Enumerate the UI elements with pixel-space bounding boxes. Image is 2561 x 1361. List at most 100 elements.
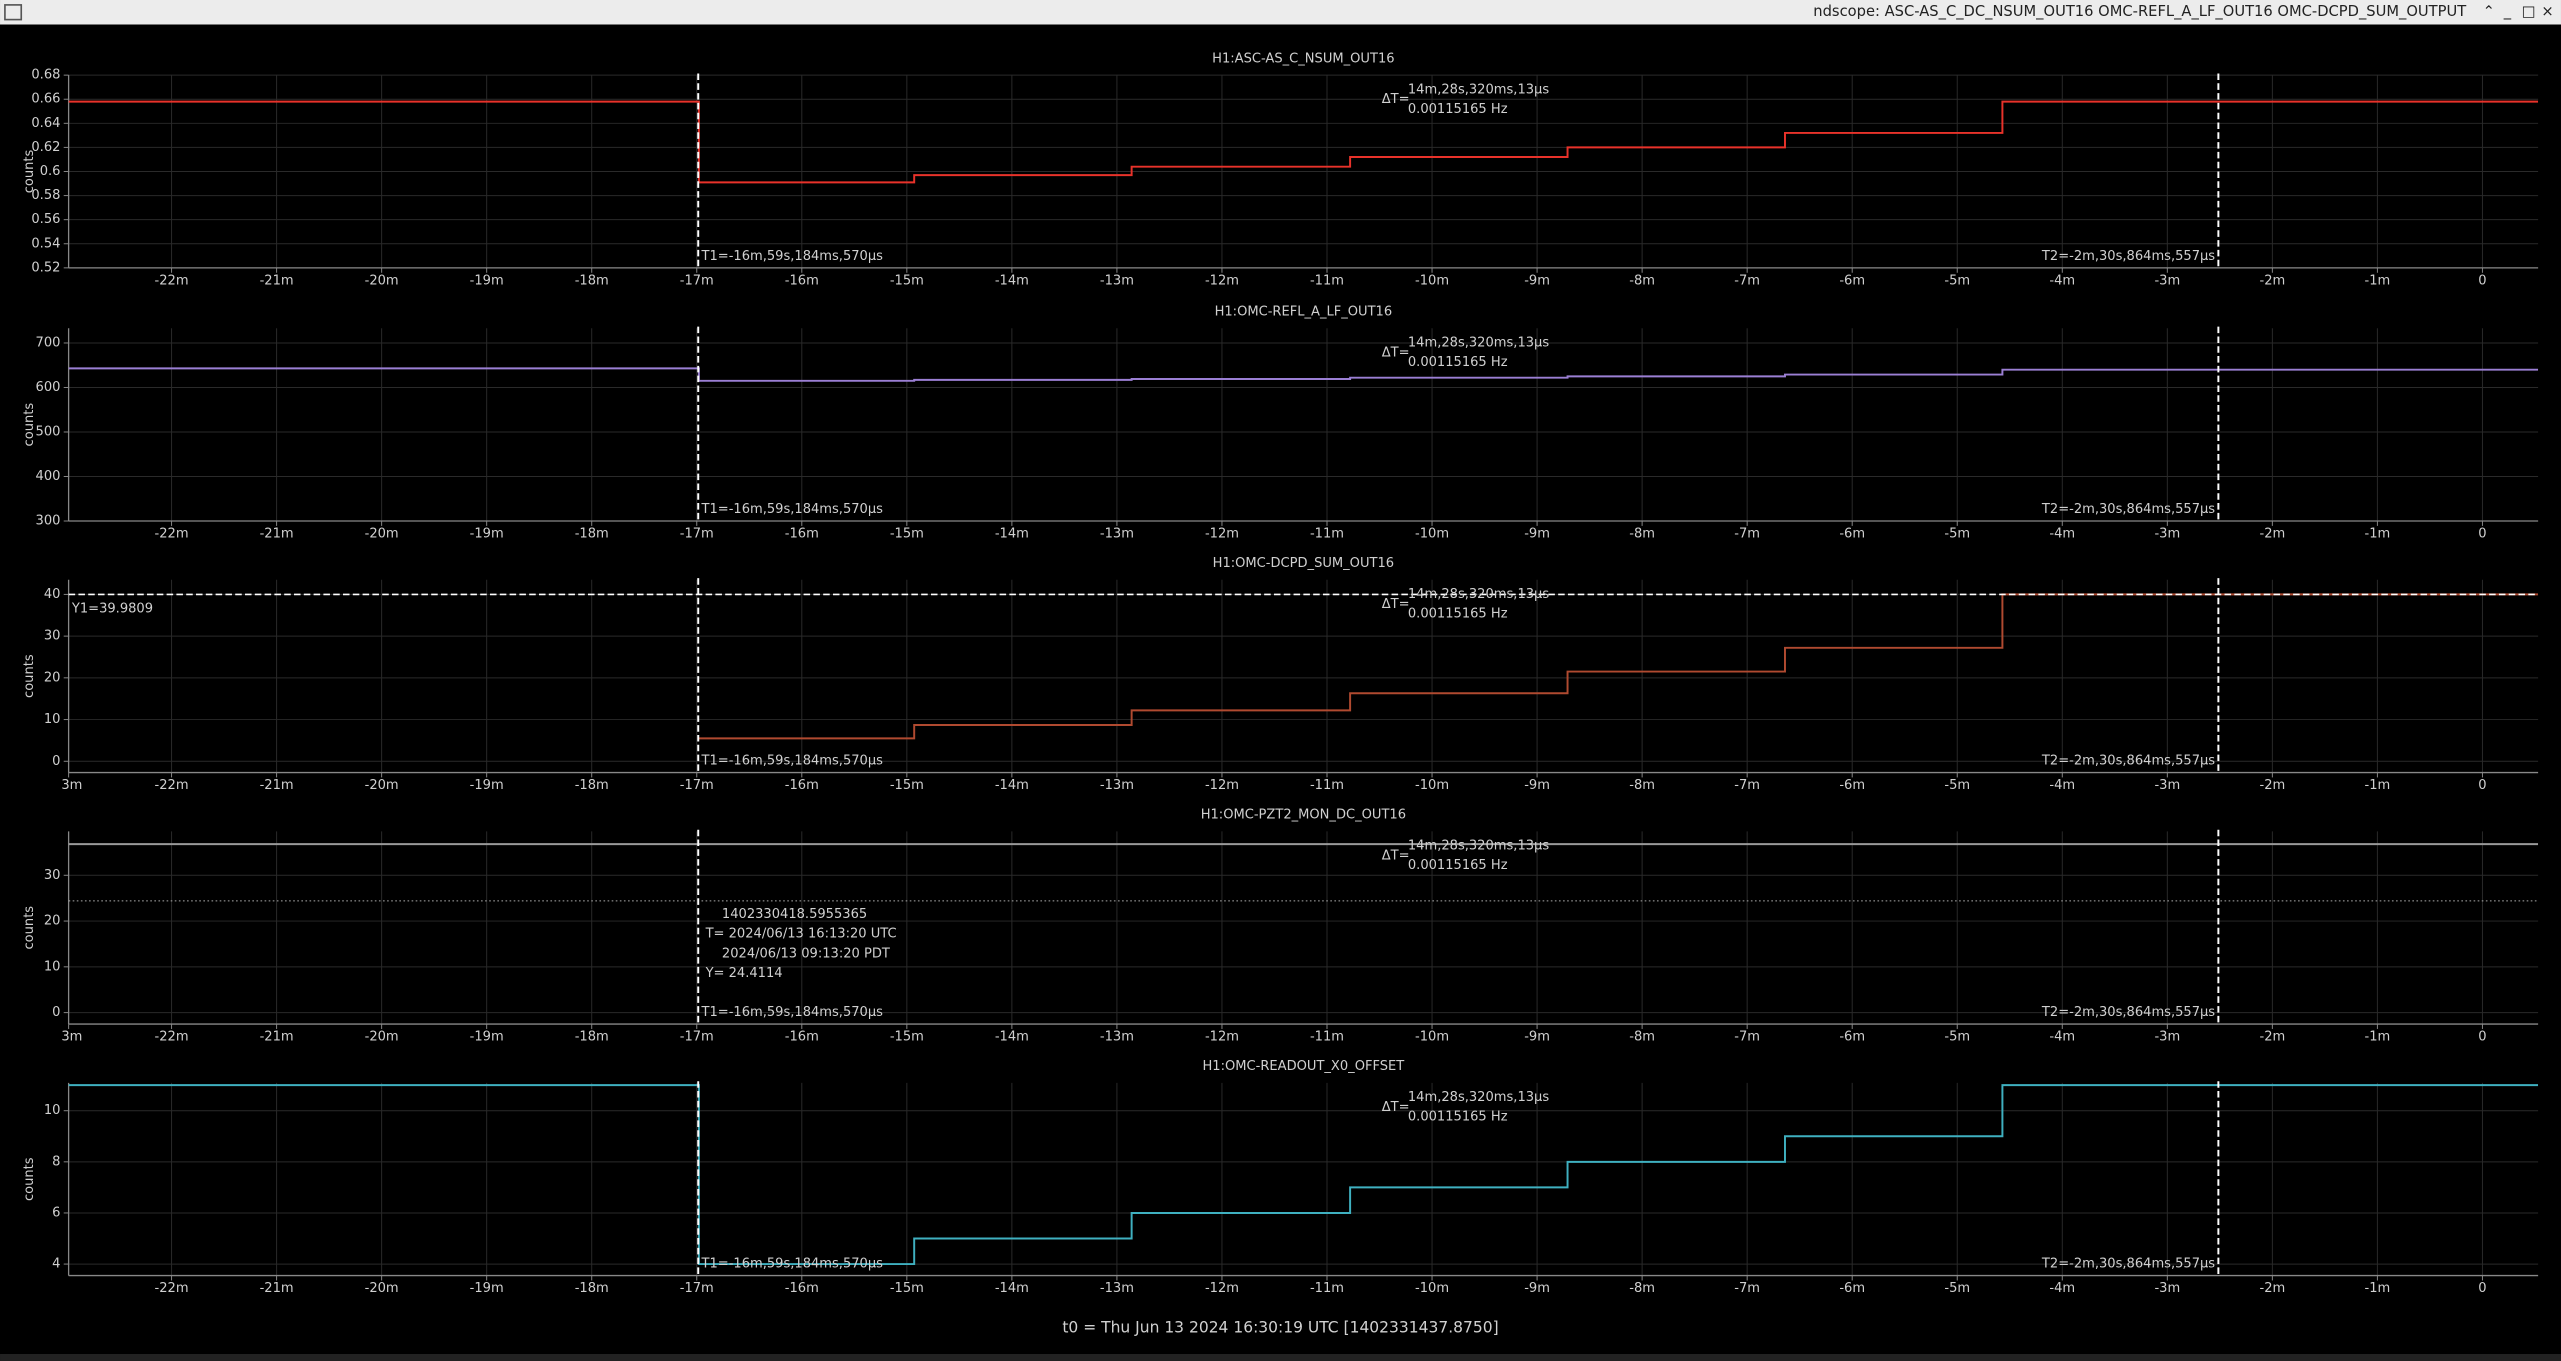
delta-time: 14m,28s,320ms,13μs	[1408, 335, 1549, 350]
x-tick-label: -1m	[2365, 1281, 2391, 1296]
delta-label: ΔT=	[1382, 1100, 1410, 1115]
x-tick-label: -3m	[2154, 1030, 2180, 1045]
y-tick-label: 8	[52, 1154, 60, 1169]
x-tick-label: 0	[2478, 1281, 2486, 1296]
x-tick-label: -17m	[680, 778, 714, 793]
x-tick-label: -10m	[1415, 1030, 1449, 1045]
maximize-button[interactable]: □	[2522, 3, 2536, 20]
x-tick-label: -10m	[1415, 778, 1449, 793]
x-tick-label: -5m	[1944, 527, 1970, 542]
x-tick-label: -13m	[1100, 527, 1134, 542]
y-axis-label: counts	[22, 1157, 37, 1201]
x-tick-label: -19m	[470, 1281, 504, 1296]
plot-title: H1:OMC-PZT2_MON_DC_OUT16	[1201, 807, 1406, 822]
delta-label: ΔT=	[1382, 597, 1410, 612]
x-tick-label: -11m	[1310, 1281, 1344, 1296]
y-tick-label: 0.66	[31, 92, 60, 107]
x-tick-label: -12m	[1205, 273, 1239, 288]
cursor-label: T2=-2m,30s,864ms,557μs	[2041, 754, 2215, 769]
x-tick-label: -14m	[995, 1030, 1029, 1045]
y-tick-label: 20	[44, 914, 61, 929]
x-tick-label: 3m	[61, 778, 82, 793]
y-tick-label: 30	[44, 629, 61, 644]
plot-title: H1:ASC-AS_C_NSUM_OUT16	[1212, 51, 1394, 66]
x-tick-label: -4m	[2049, 527, 2075, 542]
x-tick-label: -7m	[1734, 1030, 1760, 1045]
x-tick-label: -16m	[785, 527, 819, 542]
minimize-button[interactable]: _	[2503, 3, 2512, 20]
delta-frequency: 0.00115165 Hz	[1408, 1110, 1508, 1125]
x-tick-label: -1m	[2365, 778, 2391, 793]
x-tick-label: -2m	[2260, 1281, 2286, 1296]
y-tick-label: 0.64	[31, 116, 60, 131]
y-tick-label: 10	[44, 1103, 61, 1118]
x-tick-label: -12m	[1205, 1281, 1239, 1296]
x-tick-label: -11m	[1310, 273, 1344, 288]
trace-group	[68, 1084, 2539, 1266]
x-tick-label: -5m	[1944, 1281, 1970, 1296]
x-tick-label: -17m	[680, 527, 714, 542]
x-tick-label: -22m	[155, 527, 189, 542]
x-tick-label: -10m	[1415, 527, 1449, 542]
cursor-label: T2=-2m,30s,864ms,557μs	[2041, 1005, 2215, 1020]
x-tick-label: 3m	[61, 1030, 82, 1045]
x-tick-label: -11m	[1310, 527, 1344, 542]
x-tick-label: 0	[2478, 778, 2486, 793]
x-tick-label: -16m	[785, 273, 819, 288]
cursor-label: T1=-16m,59s,184ms,570μs	[700, 502, 883, 517]
y-tick-label: 40	[44, 587, 61, 602]
x-tick-label: -11m	[1310, 778, 1344, 793]
y-tick-label: 20	[44, 670, 61, 685]
y-tick-label: 0.54	[31, 236, 60, 251]
x-tick-label: -18m	[575, 1281, 609, 1296]
cursor-label: T2=-2m,30s,864ms,557μs	[2041, 502, 2215, 517]
x-tick-label: -13m	[1100, 273, 1134, 288]
y-axis-label: counts	[22, 906, 37, 950]
x-tick-label: -15m	[890, 527, 924, 542]
x-tick-label: -13m	[1100, 1281, 1134, 1296]
delta-label: ΔT=	[1382, 848, 1410, 863]
x-tick-label: -22m	[155, 1030, 189, 1045]
x-tick-label: -6m	[1839, 1030, 1865, 1045]
x-tick-label: -6m	[1839, 527, 1865, 542]
x-tick-label: -18m	[575, 273, 609, 288]
close-button[interactable]: ×	[2541, 3, 2553, 20]
x-tick-label: -13m	[1100, 1030, 1134, 1045]
x-tick-label: -1m	[2365, 273, 2391, 288]
y-axis-label: counts	[22, 403, 37, 447]
plot-title: H1:OMC-DCPD_SUM_OUT16	[1213, 556, 1394, 571]
x-tick-label: -3m	[2154, 273, 2180, 288]
y-tick-label: 0.62	[31, 140, 60, 155]
x-tick-label: -14m	[995, 527, 1029, 542]
x-tick-label: -9m	[1524, 778, 1550, 793]
x-tick-label: -7m	[1734, 1281, 1760, 1296]
y-tick-label: 10	[44, 959, 61, 974]
trace-group	[68, 367, 2539, 382]
y-tick-label: 0.6	[40, 164, 61, 179]
y-tick-label: 600	[36, 380, 61, 395]
y-tick-label: 6	[52, 1205, 60, 1220]
x-tick-label: 0	[2478, 273, 2486, 288]
x-tick-label: -18m	[575, 1030, 609, 1045]
trace	[698, 593, 2539, 740]
trace	[68, 1084, 2539, 1266]
delta-frequency: 0.00115165 Hz	[1408, 858, 1508, 873]
collapse-button[interactable]: ⌃	[2483, 3, 2495, 20]
delta-time: 14m,28s,320ms,13μs	[1408, 82, 1549, 97]
x-tick-label: -22m	[155, 273, 189, 288]
x-tick-label: 0	[2478, 527, 2486, 542]
x-tick-label: -15m	[890, 1030, 924, 1045]
x-tick-label: -17m	[680, 1030, 714, 1045]
trace	[68, 100, 2539, 184]
y-tick-label: 0	[52, 754, 60, 769]
y-tick-label: 0.58	[31, 188, 60, 203]
x-tick-label: -21m	[260, 1281, 294, 1296]
y-tick-label: 0.52	[31, 260, 60, 275]
x-tick-label: -22m	[155, 1281, 189, 1296]
x-tick-label: -11m	[1310, 1030, 1344, 1045]
